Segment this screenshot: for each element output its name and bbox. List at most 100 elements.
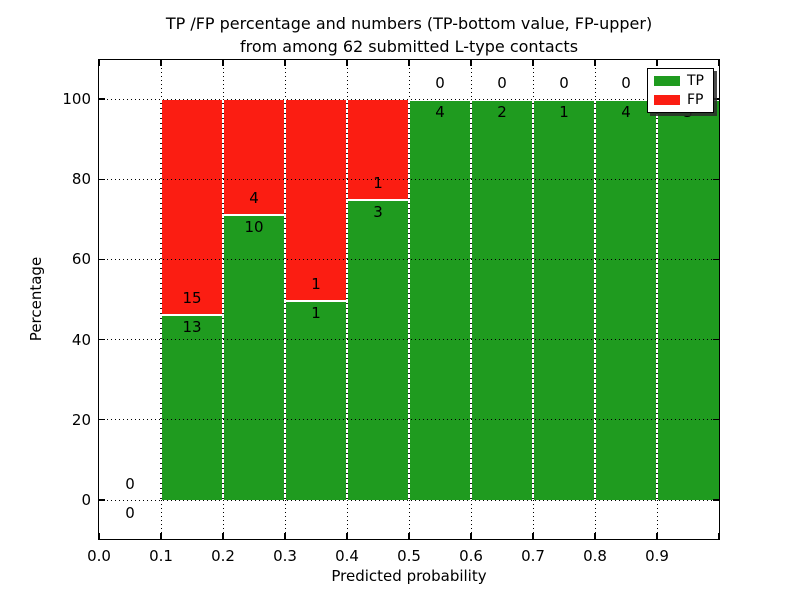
bar-separator	[470, 99, 472, 500]
bar-segment-fp	[161, 99, 223, 314]
y-tick-mark	[99, 178, 105, 180]
y-tick-mark	[713, 258, 719, 261]
bar-segment-fp	[285, 99, 347, 300]
bar-label-tp-count: 2	[497, 103, 507, 121]
x-tick-mark	[532, 533, 534, 539]
bar-separator	[222, 99, 224, 500]
bar-segment-tp	[285, 299, 347, 500]
bar-label-fp-count: 1	[373, 174, 383, 193]
y-tick-label: 100	[62, 90, 91, 108]
legend-swatch-fp	[654, 95, 680, 105]
bar-segment-tp	[657, 99, 719, 500]
x-tick-label: 0.9	[645, 547, 669, 565]
bar-separator	[408, 99, 410, 500]
x-tick-label: 0.1	[149, 547, 173, 565]
bar-label-tp-count: 4	[435, 103, 445, 121]
bar-separator	[594, 99, 596, 500]
legend: TP FP	[647, 68, 714, 113]
legend-item: FP	[654, 93, 707, 107]
bar-separator	[656, 99, 658, 500]
x-tick-mark	[594, 60, 596, 66]
bar-segment-tp	[347, 199, 409, 500]
x-tick-mark	[160, 533, 162, 539]
legend-label: TP	[687, 73, 704, 89]
bar-segment-tp	[409, 99, 471, 500]
gridline-horizontal	[99, 178, 719, 180]
x-tick-label: 0.6	[459, 547, 483, 565]
bar-label-fp-count: 4	[249, 188, 259, 207]
legend-label: FP	[687, 92, 704, 108]
x-tick-mark	[222, 533, 224, 539]
bar-label-tp-count: 13	[182, 317, 202, 336]
y-tick-mark	[713, 98, 719, 100]
bar-label-fp-count: 0	[497, 74, 507, 92]
y-tick-mark	[713, 499, 719, 501]
x-tick-label: 0.0	[87, 547, 111, 565]
legend-item: TP	[654, 74, 707, 88]
bar-segment-tp	[533, 99, 595, 500]
y-tick-mark	[99, 419, 105, 421]
bar-segment-tp	[223, 213, 285, 500]
y-tick-label: 0	[81, 491, 91, 509]
bar-label-fp-count: 0	[125, 475, 135, 493]
chart-title: TP /FP percentage and numbers (TP-bottom…	[99, 12, 719, 58]
bar-label-tp-count: 1	[559, 103, 569, 121]
y-tick-label: 60	[71, 250, 91, 269]
bar-label-fp-count: 0	[621, 74, 631, 92]
bar-label-tp-count: 1	[311, 303, 321, 322]
gridline-horizontal	[99, 98, 719, 100]
bar-separator	[532, 99, 534, 500]
x-tick-mark	[718, 60, 720, 66]
x-tick-mark	[470, 533, 472, 539]
bar-segment-fp	[347, 99, 409, 200]
bar-label-tp-count: 0	[125, 504, 135, 522]
chart-title-line2: from among 62 submitted L-type contacts	[239, 37, 579, 56]
x-tick-mark	[284, 533, 286, 539]
x-tick-mark	[532, 60, 534, 66]
y-axis-label: Percentage	[27, 256, 45, 342]
x-axis-label: Predicted probability	[331, 567, 487, 585]
gridline-horizontal	[99, 258, 719, 260]
x-tick-label: 0.8	[583, 547, 607, 565]
bar-label-tp-count: 10	[244, 217, 264, 236]
x-tick-mark	[284, 60, 286, 66]
bar-segment-tp	[471, 99, 533, 500]
gridline-horizontal	[99, 339, 719, 341]
x-tick-mark	[718, 533, 720, 539]
y-tick-label: 40	[71, 330, 91, 349]
y-tick-mark	[99, 258, 105, 261]
x-tick-mark	[408, 533, 410, 539]
x-tick-mark	[656, 60, 658, 66]
bar-label-tp-count: 3	[373, 203, 383, 222]
bar-label-fp-count: 1	[311, 274, 321, 293]
x-tick-label: 0.4	[335, 547, 359, 565]
x-tick-mark	[346, 60, 348, 66]
chart-title-line1: TP /FP percentage and numbers (TP-bottom…	[165, 14, 653, 33]
bar-label-fp-count: 0	[435, 74, 445, 92]
x-tick-mark	[594, 533, 596, 539]
bar-label-fp-count: 0	[559, 74, 569, 92]
bar-label-fp-count: 15	[182, 288, 202, 307]
x-tick-label: 0.2	[211, 547, 235, 565]
gridline-horizontal	[99, 419, 719, 421]
bar-separator	[284, 99, 286, 500]
x-tick-mark	[408, 60, 410, 66]
x-tick-mark	[160, 60, 162, 66]
y-tick-mark	[99, 98, 105, 100]
y-tick-label: 20	[71, 410, 91, 429]
plot-area: 001513410111304020104030204060801000.00.…	[62, 59, 720, 564]
x-tick-mark	[346, 533, 348, 539]
y-tick-mark	[99, 499, 105, 501]
y-tick-mark	[713, 178, 719, 180]
x-tick-label: 0.7	[521, 547, 545, 565]
bar-label-tp-count: 4	[621, 103, 631, 121]
y-tick-mark	[713, 419, 719, 421]
gridline-horizontal	[99, 499, 719, 501]
y-tick-mark	[99, 338, 105, 341]
bar-segment-tp	[595, 99, 657, 500]
x-tick-mark	[98, 533, 100, 539]
bar-segment-tp	[161, 313, 223, 500]
x-tick-mark	[98, 60, 100, 66]
x-tick-label: 0.3	[273, 547, 297, 565]
